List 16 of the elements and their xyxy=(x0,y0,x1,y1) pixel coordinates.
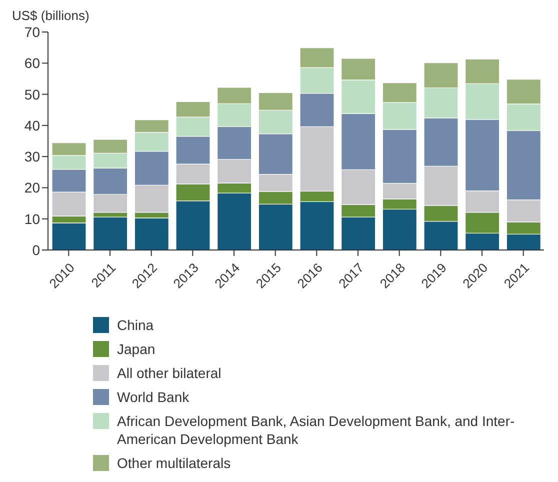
y-axis-title: US$ (billions) xyxy=(12,8,90,23)
y-tick-label: 30 xyxy=(24,148,40,165)
legend-label: China xyxy=(117,316,154,334)
y-tick-label: 10 xyxy=(24,210,40,227)
bar xyxy=(93,216,128,250)
y-tick-label: 40 xyxy=(24,117,40,134)
legend-label: African Development Bank, Asian Development Bank, and Inter-American Development Bank xyxy=(117,412,516,448)
legend-label: Other multilaterals xyxy=(117,454,231,472)
legend-label: World Bank xyxy=(117,388,190,406)
y-tick-label: 50 xyxy=(24,86,40,102)
legend-label: Japan xyxy=(117,340,156,358)
y-tick-label: 60 xyxy=(24,55,40,72)
legend-label: All other bilateral xyxy=(117,364,222,382)
y-tick-label: 20 xyxy=(24,180,40,196)
y-tick-label: 0 xyxy=(32,242,40,258)
y-tick-label: 70 xyxy=(24,24,40,40)
